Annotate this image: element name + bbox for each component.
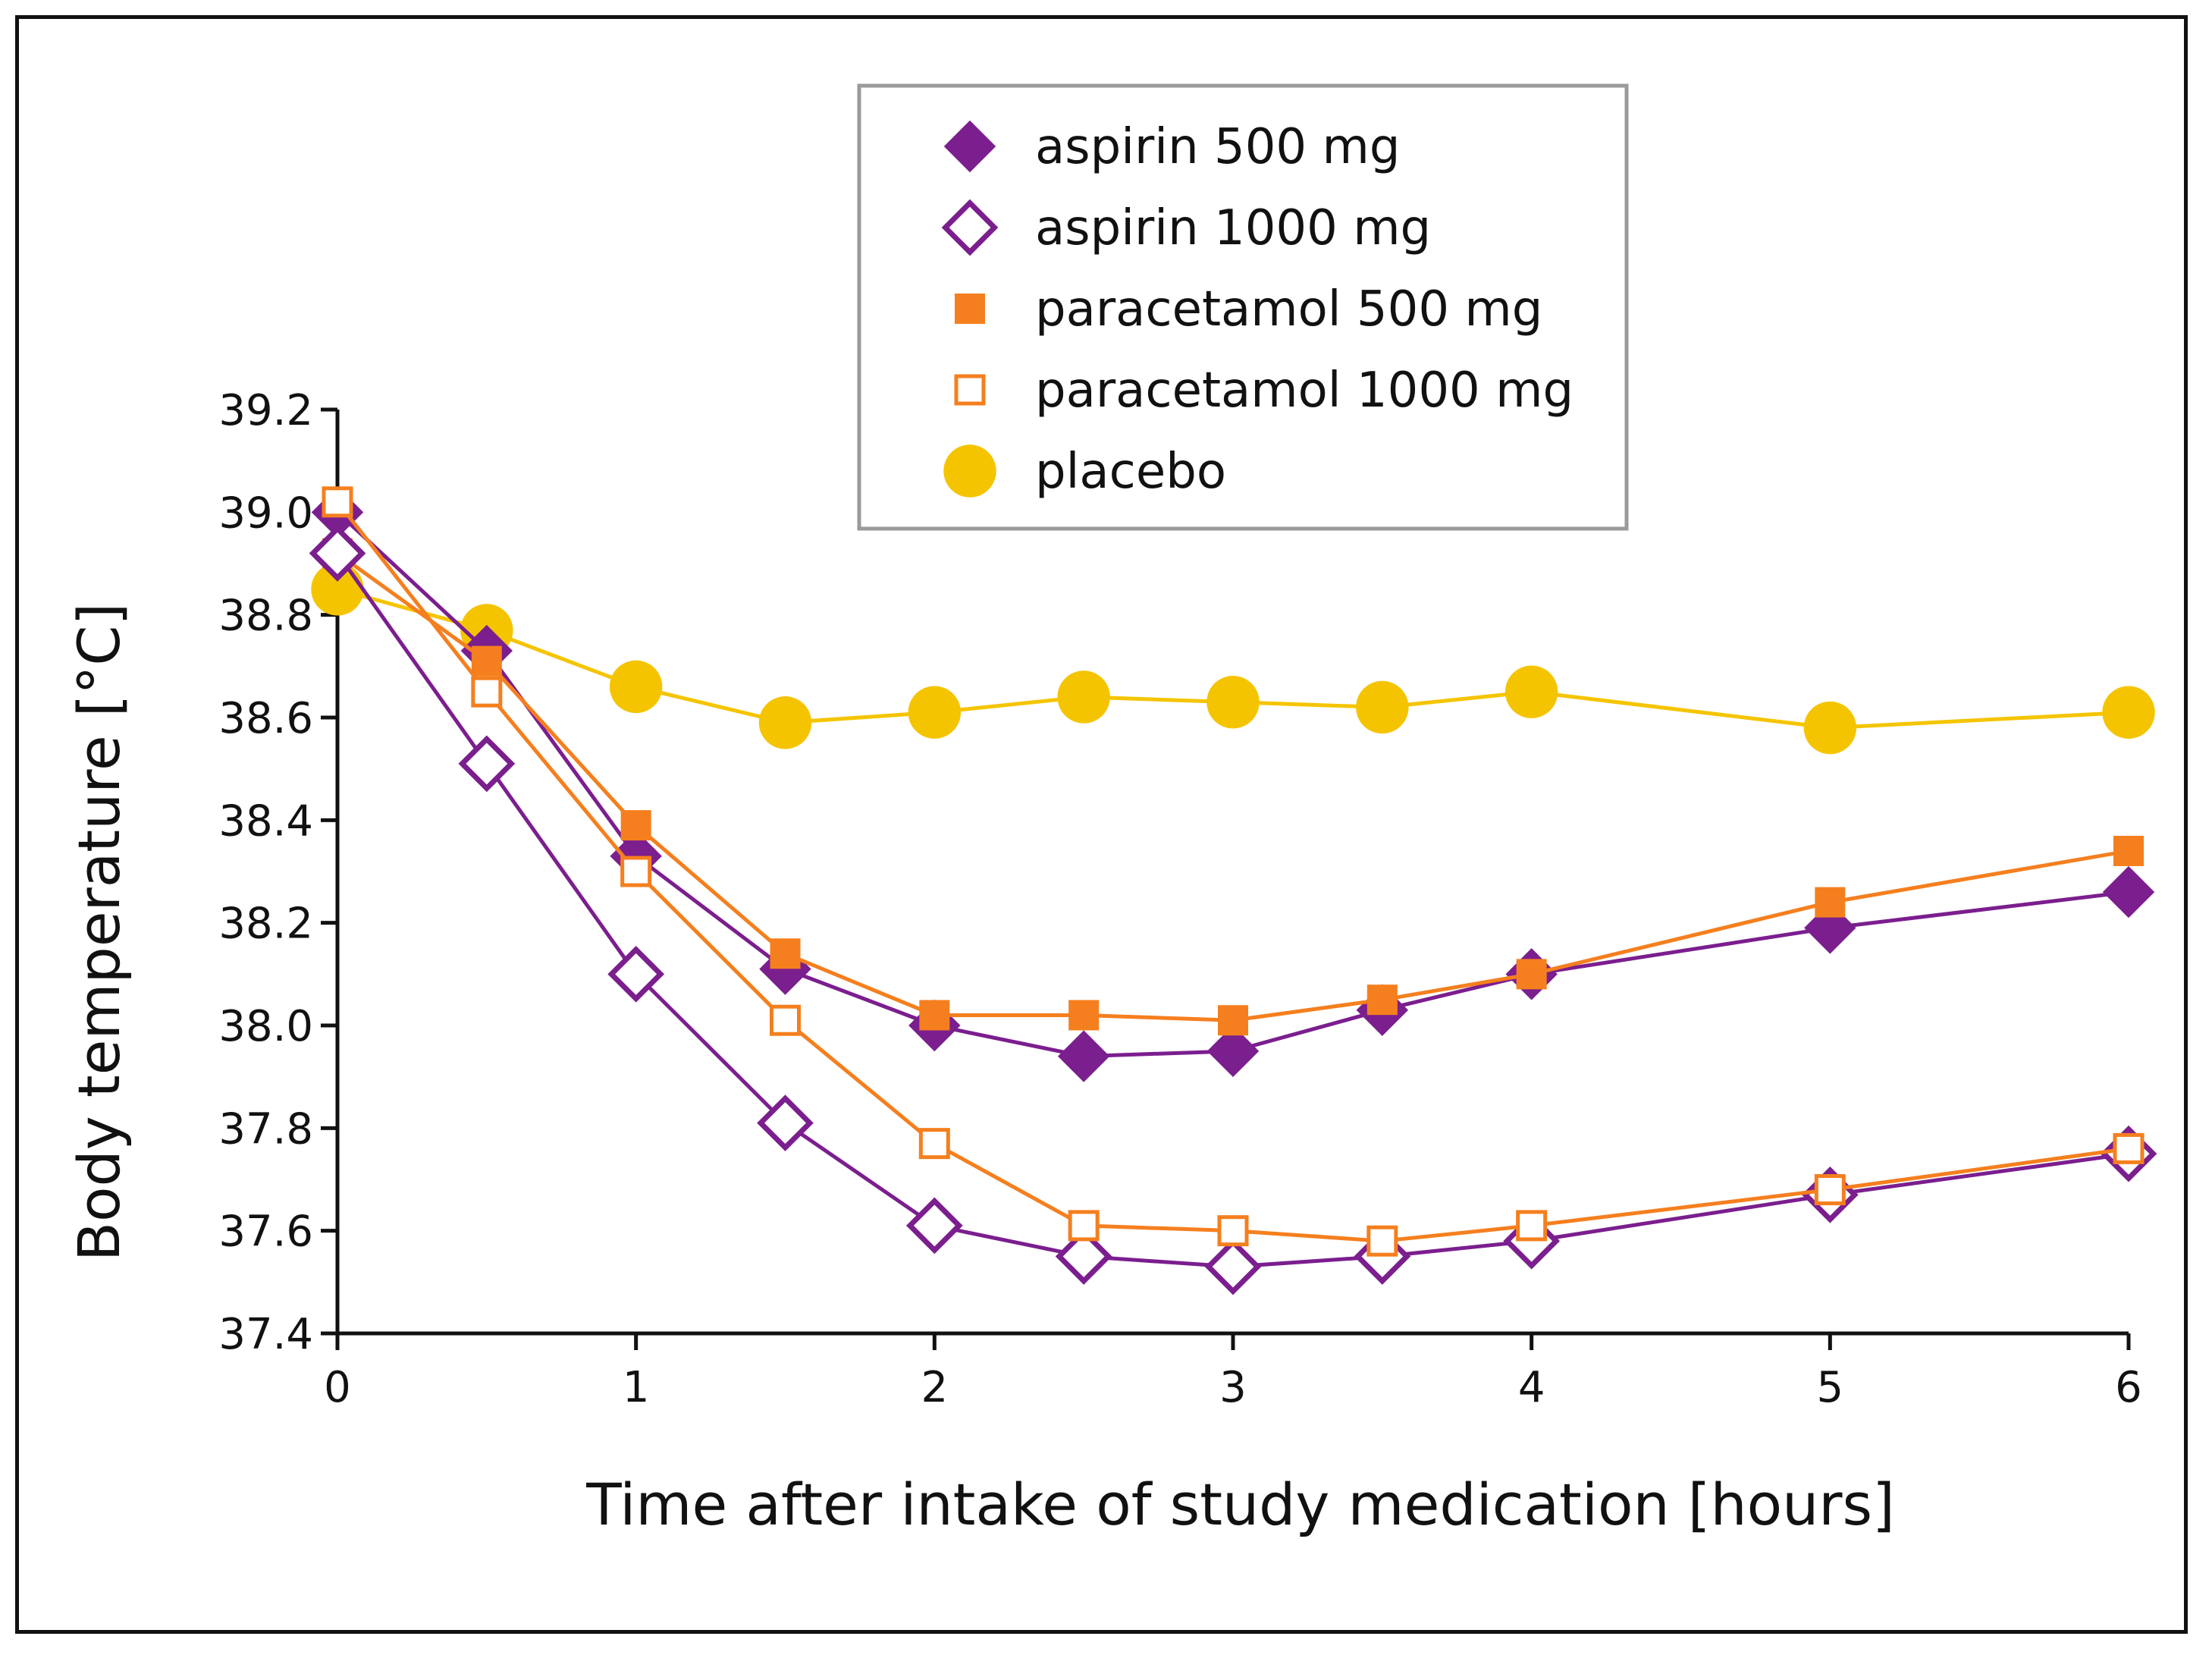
data-point-placebo — [1206, 675, 1260, 729]
data-point-placebo — [1057, 670, 1110, 724]
data-point-placebo — [758, 696, 812, 749]
legend-label-placebo: placebo — [1035, 444, 1226, 500]
legend: aspirin 500 mg aspirin 1000 mg paracetamol… — [857, 83, 1629, 531]
x-tick-label: 2 — [921, 1363, 949, 1412]
legend-item-paracetamol-500-mg: paracetamol 500 mg — [955, 281, 1542, 338]
axes: 37.4 37.6 37.8 38.0 38.2 38.4 38.6 38.8 39.0 39.2… — [218, 386, 2142, 1412]
legend-item-aspirin-500-mg: aspirin 500 mg — [943, 119, 1400, 175]
data-point-placebo — [1803, 701, 1857, 755]
data-point-paracetamol-500-mg — [770, 938, 801, 969]
data-point-paracetamol-500-mg — [1218, 1005, 1248, 1036]
y-tick-label: 38.2 — [218, 900, 313, 949]
data-point-aspirin-1000-mg — [309, 525, 366, 582]
legend-item-paracetamol-1000-mg: paracetamol 1000 mg — [954, 363, 1574, 419]
series-aspirin-1000-mg — [309, 525, 2157, 1295]
data-point-paracetamol-500-mg — [1068, 1000, 1100, 1031]
data-point-paracetamol-1000-mg — [1516, 1210, 1548, 1242]
x-tick-label: 5 — [1817, 1363, 1844, 1412]
data-point-paracetamol-500-mg — [919, 1000, 950, 1031]
legend-item-aspirin-1000-mg: aspirin 1000 mg — [941, 199, 1431, 256]
y-tick-label: 39.2 — [218, 386, 313, 435]
data-point-paracetamol-500-mg — [1366, 985, 1398, 1016]
legend-label-paracetamol-500-mg: paracetamol 500 mg — [1035, 281, 1542, 338]
series-paracetamol-1000-mg — [322, 486, 2145, 1257]
data-point-aspirin-1000-mg — [757, 1094, 814, 1151]
data-point-paracetamol-1000-mg — [471, 676, 503, 708]
data-point-placebo — [311, 563, 364, 616]
data-point-placebo — [609, 660, 663, 714]
data-point-paracetamol-500-mg — [620, 810, 651, 841]
data-point-paracetamol-1000-mg — [322, 486, 353, 518]
y-tick-label: 38.6 — [218, 694, 313, 743]
legend-item-placebo: placebo — [943, 444, 1226, 500]
x-tick-label: 4 — [1518, 1363, 1545, 1412]
series-paracetamol-500-mg — [322, 538, 2144, 1036]
data-point-paracetamol-500-mg — [1815, 887, 1846, 918]
x-tick-label: 0 — [324, 1363, 351, 1412]
data-point-paracetamol-500-mg — [2113, 835, 2144, 866]
x-axis-title: Time after intake of study medication [h… — [585, 1471, 1895, 1538]
data-point-aspirin-500-mg — [2102, 865, 2155, 919]
series-line-paracetamol-1000-mg — [336, 501, 2129, 1243]
data-point-aspirin-500-mg — [1057, 1030, 1110, 1082]
series-line-aspirin-500-mg — [336, 510, 2129, 1059]
legend-label-paracetamol-1000-mg: paracetamol 1000 mg — [1035, 363, 1574, 419]
chart-frame: 37.4 37.6 37.8 38.0 38.2 38.4 38.6 38.8 39.0 39.2… — [15, 15, 2188, 1634]
data-point-paracetamol-1000-mg — [918, 1128, 950, 1160]
data-point-aspirin-1000-mg — [607, 945, 665, 1003]
legend-marker-paracetamol-1000-mg — [954, 374, 986, 406]
data-point-paracetamol-500-mg — [1516, 959, 1547, 990]
data-point-paracetamol-500-mg — [471, 645, 502, 677]
axis-titles: Time after intake of study medication [h… — [65, 603, 1895, 1538]
data-point-paracetamol-1000-mg — [1814, 1174, 1846, 1206]
data-point-paracetamol-1000-mg — [770, 1004, 801, 1036]
y-tick-label: 37.6 — [218, 1207, 313, 1257]
data-point-aspirin-1000-mg — [905, 1197, 963, 1255]
series-aspirin-500-mg — [311, 486, 2155, 1082]
data-point-paracetamol-1000-mg — [2113, 1132, 2145, 1164]
series-placebo — [311, 563, 2155, 755]
legend-marker-aspirin-500-mg — [943, 120, 996, 173]
data-point-aspirin-1000-mg — [1204, 1238, 1262, 1295]
y-tick-label: 37.8 — [218, 1104, 313, 1154]
legend-label-aspirin-500-mg: aspirin 500 mg — [1035, 119, 1400, 175]
y-tick-label: 38.4 — [218, 796, 313, 846]
data-point-paracetamol-1000-mg — [1068, 1210, 1100, 1242]
data-point-aspirin-500-mg — [1206, 1025, 1260, 1078]
series-layer — [309, 486, 2157, 1295]
series-line-aspirin-1000-mg — [335, 552, 2129, 1269]
data-point-placebo — [908, 686, 962, 739]
series-line-paracetamol-500-mg — [336, 551, 2129, 1022]
line-chart: 37.4 37.6 37.8 38.0 38.2 38.4 38.6 38.8 39.0 39.2… — [65, 83, 2157, 1538]
legend-marker-paracetamol-500-mg — [955, 294, 985, 324]
x-tick-label: 1 — [623, 1363, 650, 1412]
data-point-paracetamol-1000-mg — [1366, 1225, 1398, 1257]
x-tick-label: 3 — [1219, 1363, 1247, 1412]
legend-label-aspirin-1000-mg: aspirin 1000 mg — [1035, 200, 1431, 256]
data-point-placebo — [1356, 680, 1409, 734]
y-tick-label: 39.0 — [218, 488, 313, 538]
y-tick-label: 38.0 — [218, 1002, 313, 1051]
data-point-placebo — [1504, 665, 1558, 718]
data-point-aspirin-1000-mg — [1055, 1228, 1112, 1285]
data-point-aspirin-1000-mg — [458, 735, 516, 793]
legend-marker-placebo — [943, 444, 996, 498]
y-axis-title: Body temperature [°C] — [65, 603, 133, 1261]
data-point-paracetamol-1000-mg — [1217, 1215, 1249, 1247]
x-tick-label: 6 — [2115, 1363, 2142, 1412]
y-tick-label: 37.4 — [218, 1310, 313, 1359]
legend-marker-aspirin-1000-mg — [941, 199, 999, 256]
y-tick-label: 38.8 — [218, 592, 313, 641]
data-point-paracetamol-1000-mg — [620, 856, 652, 887]
data-point-placebo — [2102, 686, 2155, 739]
